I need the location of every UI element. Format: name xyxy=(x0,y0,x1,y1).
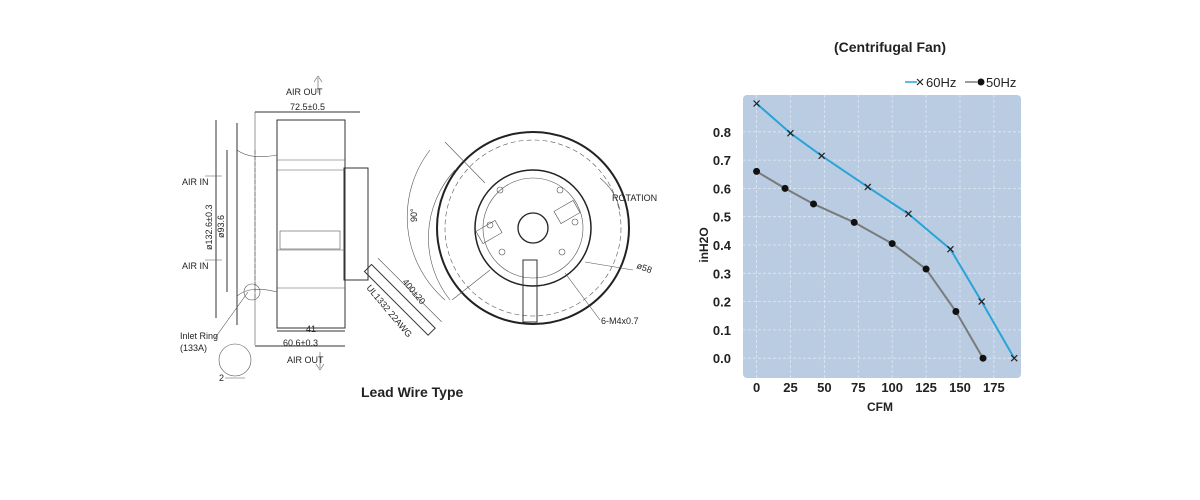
x-tick-label: 150 xyxy=(949,380,971,395)
data-point-50Hz xyxy=(850,218,858,226)
air-out-bottom-label: AIR OUT xyxy=(287,355,324,365)
x-tick-label: 0 xyxy=(753,380,760,395)
y-tick-label: 0.2 xyxy=(713,295,731,310)
inlet-ring-code-label: (133A) xyxy=(180,343,207,353)
y-tick-label: 0.6 xyxy=(713,181,731,196)
angle-label: 90° xyxy=(409,208,419,222)
data-point-60Hz xyxy=(818,152,826,160)
screws-label: 6-M4x0.7 xyxy=(601,316,639,326)
y-axis-label: inH2O xyxy=(697,227,711,262)
data-point-60Hz xyxy=(1010,354,1018,362)
x-tick-label: 175 xyxy=(983,380,1005,395)
air-out-top-label: AIR OUT xyxy=(286,87,323,97)
data-point-50Hz xyxy=(753,167,761,175)
y-tick-label: 0.7 xyxy=(713,153,731,168)
dim-outer-dia-label: ø132.6±0.3 xyxy=(204,205,214,250)
legend-marker-60Hz xyxy=(916,78,924,86)
plot-background xyxy=(743,95,1021,378)
data-point-50Hz xyxy=(810,200,818,208)
front-view xyxy=(406,131,634,325)
legend-marker-50Hz xyxy=(977,78,985,86)
dim-60-label: 60.6±0.3 xyxy=(283,338,318,348)
dim-58-label: ø58 xyxy=(635,260,653,275)
y-tick-label: 0.3 xyxy=(713,266,731,281)
data-point-50Hz xyxy=(979,354,987,362)
data-point-50Hz xyxy=(922,265,930,273)
data-point-50Hz xyxy=(781,184,789,192)
x-tick-label: 125 xyxy=(915,380,937,395)
y-tick-label: 0.1 xyxy=(713,323,731,338)
y-tick-label: 0.5 xyxy=(713,210,731,225)
y-tick-label: 0.0 xyxy=(713,351,731,366)
dim-width-label: 72.5±0.5 xyxy=(290,102,325,112)
series-line-60Hz xyxy=(755,102,1016,359)
drawing-caption: Lead Wire Type xyxy=(361,384,464,400)
air-in-label-2: AIR IN xyxy=(182,261,209,271)
x-tick-label: 100 xyxy=(881,380,903,395)
chart-title: (Centrifugal Fan) xyxy=(834,39,946,55)
side-view xyxy=(205,75,442,379)
dim-2-label: 2 xyxy=(219,373,224,383)
data-point-60Hz xyxy=(787,129,794,137)
legend-label-50Hz: 50Hz xyxy=(986,75,1016,90)
data-point-60Hz xyxy=(753,100,760,107)
data-point-50Hz xyxy=(888,240,896,248)
x-tick-label: 75 xyxy=(851,380,865,395)
y-tick-label: 0.8 xyxy=(713,125,731,140)
x-axis-label: CFM xyxy=(867,400,893,414)
dim-inner-dia-label: ø93.6 xyxy=(216,215,226,238)
data-point-60Hz xyxy=(978,298,986,306)
data-point-60Hz xyxy=(864,183,872,191)
air-in-label-1: AIR IN xyxy=(182,177,209,187)
rotation-label: ROTATION xyxy=(612,193,657,203)
x-tick-label: 25 xyxy=(783,380,797,395)
data-point-60Hz xyxy=(905,210,912,218)
data-point-50Hz xyxy=(952,307,960,315)
y-tick-label: 0.4 xyxy=(713,238,732,253)
series-line-50Hz xyxy=(756,170,984,359)
data-point-60Hz xyxy=(947,245,954,253)
dim-41-label: 41 xyxy=(306,324,316,334)
inlet-ring-label: Inlet Ring xyxy=(180,331,218,341)
legend-label-60Hz: 60Hz xyxy=(926,75,956,90)
x-tick-label: 50 xyxy=(817,380,831,395)
